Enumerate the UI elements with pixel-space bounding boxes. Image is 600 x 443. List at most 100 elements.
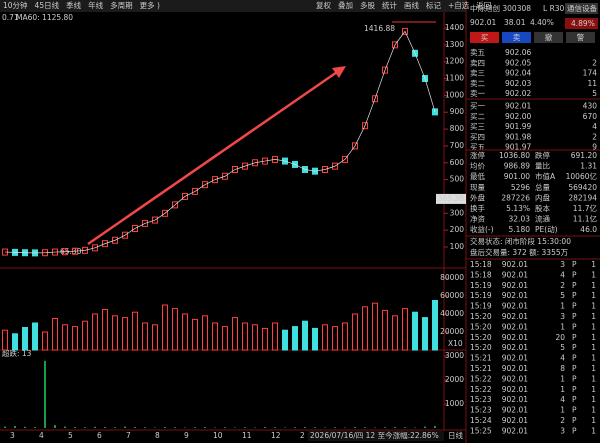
book-price: 902.02: [505, 89, 531, 98]
stat-value: 32.03: [509, 215, 531, 224]
tick-price: 902.01: [502, 385, 528, 394]
toolbar-item[interactable]: 季线: [66, 0, 81, 10]
volume-bar: [402, 308, 408, 351]
stat-name: 换手: [470, 203, 485, 213]
volume-bar: [312, 327, 318, 351]
tick-time: 15:22: [470, 385, 492, 394]
tick-time: 15:20: [470, 312, 492, 321]
candle: [112, 236, 118, 244]
tick-price: 902.01: [502, 322, 528, 331]
candle: [102, 240, 108, 248]
tick-price: 902.01: [502, 343, 528, 352]
tick-volume: 3: [560, 426, 565, 435]
y-tick-label: 60000: [440, 291, 464, 300]
tick-price: 902.01: [502, 406, 528, 415]
toolbar-item[interactable]: 年线: [88, 0, 103, 10]
toolbar-item[interactable]: 画线: [404, 0, 419, 10]
candle: [182, 192, 188, 200]
footer-note: 2026/07/16/四 12 至今涨幅:22.86%: [310, 430, 439, 440]
tick-price: 902.01: [502, 291, 528, 300]
tick-count: 1: [591, 312, 596, 321]
button-label[interactable]: 买: [481, 33, 489, 42]
button[interactable]: [502, 32, 531, 43]
volume-bar: [432, 300, 438, 351]
button[interactable]: [566, 32, 595, 43]
button-label[interactable]: 卖: [513, 33, 521, 42]
tick-count: 1: [591, 333, 596, 342]
toolbar-item[interactable]: 多周期: [110, 0, 133, 10]
tick-flag: P: [572, 312, 577, 321]
y-tick-label: 40000: [440, 309, 464, 318]
volume-bar: [412, 311, 418, 351]
candle: [382, 66, 388, 74]
tick-price: 902.01: [502, 260, 528, 269]
book-name: 买二: [470, 112, 485, 121]
button[interactable]: [470, 32, 499, 43]
toolbar-item[interactable]: +自选: [448, 0, 470, 10]
tick-flag: P: [572, 385, 577, 394]
y-tick-label: 200: [450, 225, 465, 234]
book-name: 买三: [470, 122, 485, 131]
ma-label: 0.71: [2, 13, 19, 22]
volume-bar: [262, 327, 268, 351]
stat-name: 量比: [535, 161, 550, 171]
price-line: [4, 30, 436, 254]
volume-bar: [112, 315, 118, 351]
unit-label: X10: [448, 339, 463, 348]
volume-bar: [332, 326, 338, 351]
tick-count: 1: [591, 291, 596, 300]
tick-count: 1: [591, 270, 596, 279]
volume-bar: [62, 324, 68, 351]
tick-time: 15:20: [470, 343, 492, 352]
stat-name: 净资: [470, 214, 485, 224]
tick-count: 1: [591, 322, 596, 331]
y-tick-label: 1400: [445, 23, 464, 32]
button-label[interactable]: 警: [577, 32, 585, 42]
button[interactable]: [534, 32, 563, 43]
period: 日线: [448, 430, 463, 440]
stock-name: 中际旭创 300308: [470, 3, 531, 13]
stat-value: 11.1亿: [573, 214, 598, 224]
volume-bar: [222, 326, 228, 351]
stat-value: 691.20: [571, 151, 597, 160]
tick-count: 1: [591, 281, 596, 290]
x-tick-label: 6: [97, 431, 102, 440]
toolbar-item[interactable]: 更多 ): [140, 0, 160, 10]
note-box: [308, 431, 444, 441]
button-label[interactable]: 撤: [545, 32, 553, 42]
volume-bar: [342, 322, 348, 351]
stat-value: 11.7亿: [573, 203, 598, 213]
x-tick-label: 4: [39, 431, 44, 440]
x-tick-label: 2: [300, 431, 305, 440]
x-tick-label: 12: [271, 431, 281, 440]
tick-time: 15:22: [470, 374, 492, 383]
volume-bar: [242, 322, 248, 351]
tick-count: 1: [591, 406, 596, 415]
tick-price: 902.01: [502, 354, 528, 363]
toolbar-item[interactable]: 多股: [360, 0, 375, 10]
tick-time: 15:25: [470, 426, 492, 435]
book-volume: 2: [592, 58, 597, 67]
tick-count: 1: [591, 395, 596, 404]
y-tick-label: 600: [450, 158, 465, 167]
toolbar-item[interactable]: 45日线: [35, 0, 60, 10]
stat-name: 收益(-): [470, 224, 494, 234]
toolbar-item[interactable]: 返回: [476, 1, 491, 10]
toolbar-item[interactable]: 复权: [316, 0, 331, 10]
ma-label: MA60: 1125.80: [16, 13, 73, 22]
x-tick-label: 3: [10, 431, 15, 440]
tick-flag: P: [572, 374, 577, 383]
toolbar-item[interactable]: 叠加: [338, 0, 353, 10]
candle: [152, 216, 158, 224]
tick-time: 15:19: [470, 291, 492, 300]
stat-value: 5296: [511, 183, 530, 192]
y-tick-label: 20000: [440, 327, 464, 336]
toolbar-item[interactable]: 统计: [382, 0, 397, 10]
tick-flag: P: [572, 270, 577, 279]
toolbar-item[interactable]: 标记: [426, 0, 441, 10]
stat-value: 287226: [501, 193, 530, 202]
toolbar-item[interactable]: 10分钟: [3, 0, 28, 10]
candle: [272, 155, 278, 163]
y-tick-label: 1000: [445, 90, 464, 99]
stat-value: 46.0: [580, 225, 597, 234]
